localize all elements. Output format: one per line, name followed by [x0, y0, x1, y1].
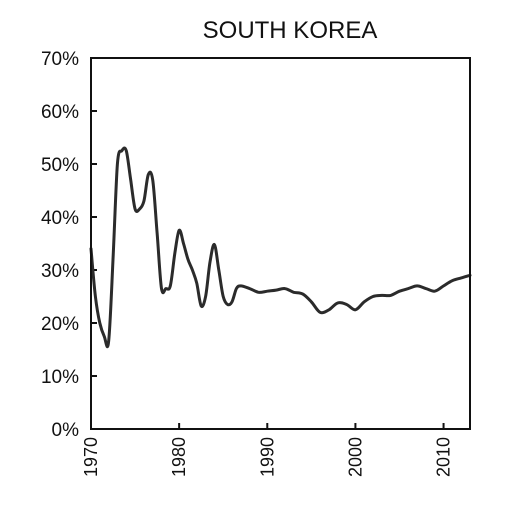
- y-tick-label: 20%: [41, 314, 79, 335]
- x-tick-label: 2000: [345, 437, 365, 477]
- x-tick-label: 1970: [81, 437, 101, 477]
- x-tick-label: 2010: [434, 437, 454, 477]
- x-tick-label: 1980: [169, 437, 189, 477]
- y-tick-label: 0%: [52, 420, 80, 441]
- y-tick-label: 60%: [41, 102, 79, 123]
- x-tick-label: 1990: [257, 437, 277, 477]
- series-line: [89, 146, 472, 349]
- y-tick-label: 50%: [41, 155, 79, 176]
- x-axis: 1970 1980 1990 2000 2010: [81, 423, 454, 477]
- chart-title: SOUTH KOREA: [203, 17, 378, 44]
- y-tick-label: 30%: [41, 261, 79, 282]
- plot-frame: [90, 57, 471, 430]
- y-tick-label: 10%: [41, 367, 79, 388]
- y-tick-label: 40%: [41, 208, 79, 229]
- y-axis: 0% 10% 20% 30% 40% 50% 60% 70%: [41, 49, 97, 441]
- y-tick-label: 70%: [41, 49, 79, 70]
- series-layer: [89, 146, 472, 349]
